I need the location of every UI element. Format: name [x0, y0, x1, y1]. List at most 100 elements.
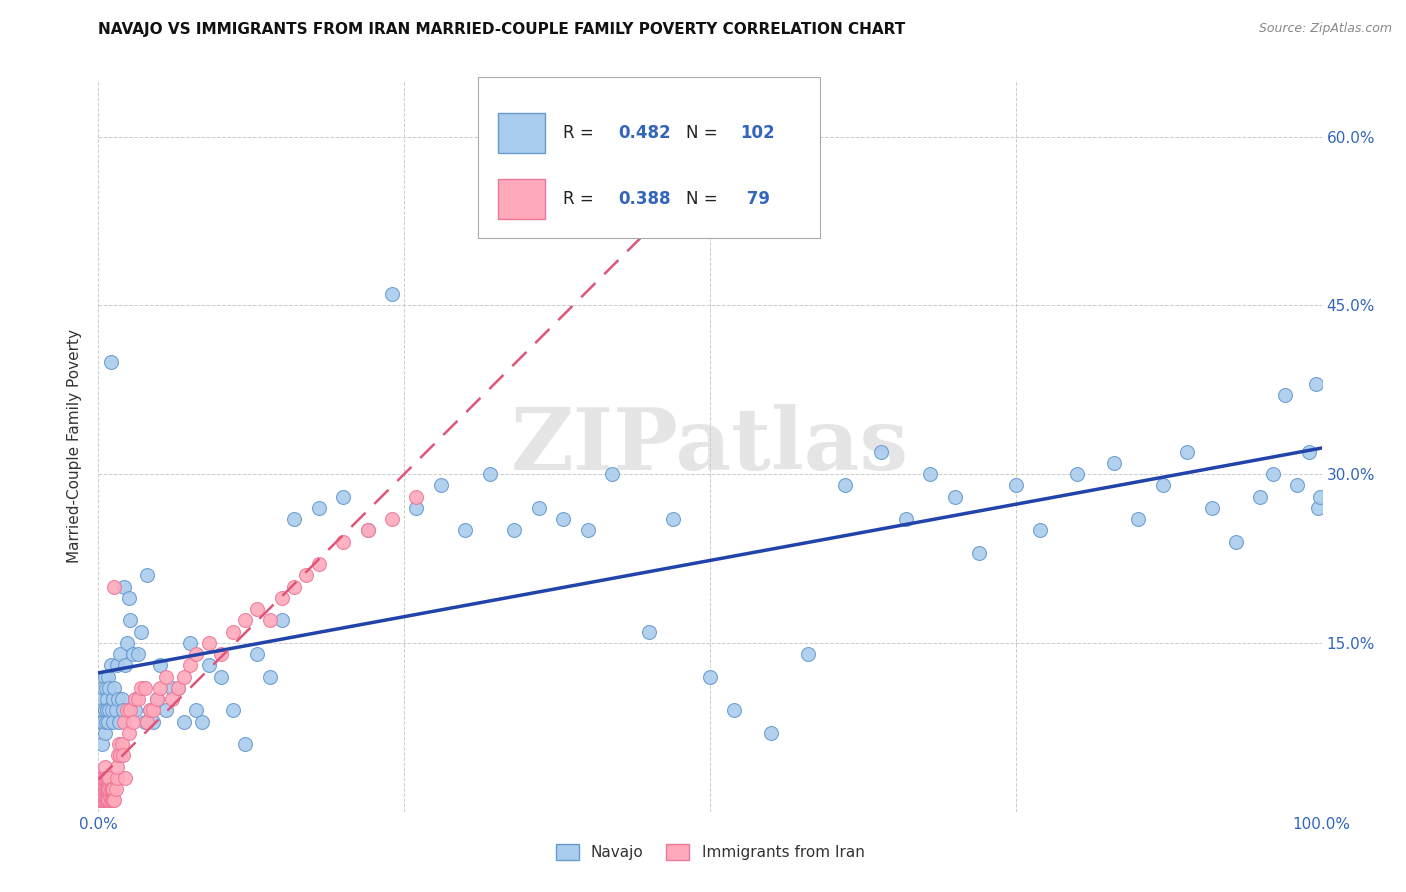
Point: [308, 557, 330, 571]
Point: [600, 467, 623, 482]
Point: [1249, 490, 1271, 504]
Point: [91, 714, 114, 729]
Point: [430, 478, 453, 492]
Text: Source: ZipAtlas.com: Source: ZipAtlas.com: [1258, 22, 1392, 36]
Text: 102: 102: [741, 124, 775, 142]
Point: [100, 782, 122, 797]
Legend: Navajo, Immigrants from Iran: Navajo, Immigrants from Iran: [550, 838, 870, 866]
Point: [191, 714, 214, 729]
Point: [124, 703, 146, 717]
Point: [454, 524, 477, 538]
Text: 0.388: 0.388: [619, 190, 671, 208]
Text: NAVAJO VS IMMIGRANTS FROM IRAN MARRIED-COUPLE FAMILY POVERTY CORRELATION CHART: NAVAJO VS IMMIGRANTS FROM IRAN MARRIED-C…: [98, 22, 905, 37]
Point: [553, 512, 575, 526]
Point: [105, 658, 128, 673]
Text: 79: 79: [741, 190, 769, 208]
Point: [222, 703, 245, 717]
Point: [110, 647, 132, 661]
Point: [1029, 524, 1052, 538]
Y-axis label: Married-Couple Family Poverty: Married-Couple Family Poverty: [67, 329, 83, 563]
Point: [209, 670, 232, 684]
Point: [197, 636, 219, 650]
Point: [797, 647, 820, 661]
Point: [139, 703, 162, 717]
Point: [270, 591, 294, 605]
Point: [1004, 478, 1026, 492]
Point: [96, 793, 118, 807]
Point: [90, 714, 112, 729]
Point: [93, 782, 115, 797]
Point: [259, 670, 281, 684]
Point: [101, 793, 124, 807]
Point: [129, 624, 152, 639]
Point: [136, 568, 159, 582]
Text: 0.482: 0.482: [619, 124, 671, 142]
Point: [179, 636, 201, 650]
Point: [98, 793, 121, 807]
Point: [142, 703, 165, 717]
Point: [111, 692, 134, 706]
Point: [179, 658, 201, 673]
Point: [105, 760, 128, 774]
Point: [107, 748, 129, 763]
Point: [1305, 377, 1327, 392]
Point: [527, 500, 550, 515]
Point: [662, 512, 685, 526]
Point: [121, 714, 143, 729]
Point: [89, 782, 111, 797]
Point: [111, 737, 134, 751]
Point: [96, 703, 118, 717]
Point: [120, 703, 142, 717]
Point: [967, 546, 990, 560]
Point: [101, 692, 124, 706]
Point: [233, 737, 256, 751]
Point: [115, 703, 138, 717]
Point: [108, 737, 131, 751]
Point: [98, 681, 121, 695]
Point: [97, 670, 120, 684]
Point: [98, 703, 121, 717]
Point: [173, 670, 195, 684]
Point: [503, 524, 526, 538]
Point: [97, 771, 120, 785]
Point: [134, 714, 156, 729]
Point: [90, 782, 112, 797]
Point: [332, 534, 354, 549]
Point: [90, 793, 112, 807]
Point: [356, 524, 378, 538]
Point: [173, 714, 195, 729]
Point: [103, 793, 125, 807]
Point: [103, 681, 125, 695]
Point: [101, 793, 124, 807]
Point: [1152, 478, 1174, 492]
Point: [167, 681, 190, 695]
Point: [405, 500, 427, 515]
Point: [149, 658, 172, 673]
FancyBboxPatch shape: [478, 77, 820, 237]
Text: N =: N =: [686, 124, 723, 142]
Point: [1201, 500, 1223, 515]
Point: [139, 703, 162, 717]
Point: [1175, 444, 1198, 458]
Point: [97, 793, 120, 807]
Point: [332, 490, 354, 504]
Point: [93, 703, 115, 717]
Point: [160, 681, 183, 695]
Point: [233, 614, 256, 628]
Point: [91, 703, 114, 717]
Point: [91, 782, 114, 797]
Point: [101, 782, 124, 797]
Point: [112, 580, 135, 594]
Point: [94, 771, 117, 785]
Point: [155, 703, 177, 717]
Point: [103, 580, 125, 594]
Point: [120, 614, 142, 628]
Point: [1066, 467, 1088, 482]
Point: [1102, 456, 1125, 470]
Point: [94, 681, 117, 695]
Point: [308, 500, 330, 515]
Point: [167, 681, 190, 695]
Point: [186, 703, 208, 717]
Point: [1309, 490, 1331, 504]
Point: [283, 512, 305, 526]
